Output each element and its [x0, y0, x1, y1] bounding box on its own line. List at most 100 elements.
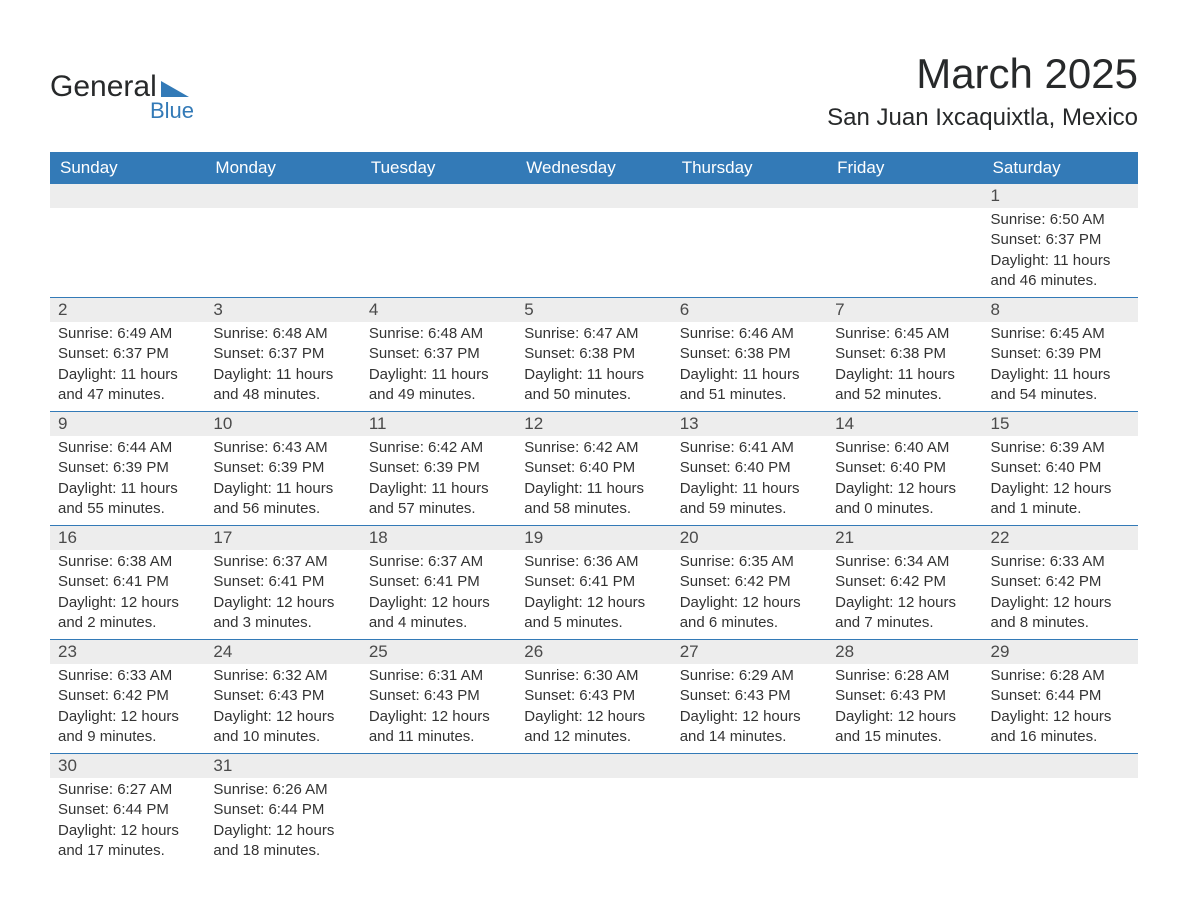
- day-cell: 2Sunrise: 6:49 AMSunset: 6:37 PMDaylight…: [50, 297, 205, 411]
- sunrise-line: Sunrise: 6:32 AM: [213, 666, 352, 686]
- daylight-line: Daylight: 11 hours and 46 minutes.: [991, 251, 1130, 292]
- logo: General Blue: [50, 50, 194, 124]
- sunrise-line: Sunrise: 6:33 AM: [991, 552, 1130, 572]
- day-data: Sunrise: 6:48 AMSunset: 6:37 PMDaylight:…: [205, 322, 360, 411]
- day-cell: 30Sunrise: 6:27 AMSunset: 6:44 PMDayligh…: [50, 753, 205, 867]
- day-data: Sunrise: 6:33 AMSunset: 6:42 PMDaylight:…: [50, 664, 205, 753]
- day-data: [205, 208, 360, 288]
- day-number: .: [827, 753, 982, 778]
- sunset-line: Sunset: 6:44 PM: [213, 800, 352, 820]
- sunrise-line: Sunrise: 6:45 AM: [835, 324, 974, 344]
- day-cell: 18Sunrise: 6:37 AMSunset: 6:41 PMDayligh…: [361, 525, 516, 639]
- day-number: 8: [983, 297, 1138, 322]
- sunset-line: Sunset: 6:43 PM: [524, 686, 663, 706]
- day-data: Sunrise: 6:46 AMSunset: 6:38 PMDaylight:…: [672, 322, 827, 411]
- sunrise-line: Sunrise: 6:28 AM: [835, 666, 974, 686]
- day-cell: .: [516, 753, 671, 867]
- sunset-line: Sunset: 6:43 PM: [369, 686, 508, 706]
- sunset-line: Sunset: 6:38 PM: [835, 344, 974, 364]
- day-data: Sunrise: 6:36 AMSunset: 6:41 PMDaylight:…: [516, 550, 671, 639]
- sunrise-line: Sunrise: 6:37 AM: [213, 552, 352, 572]
- daylight-line: Daylight: 12 hours and 17 minutes.: [58, 821, 197, 862]
- week-row: 16Sunrise: 6:38 AMSunset: 6:41 PMDayligh…: [50, 525, 1138, 639]
- daylight-line: Daylight: 11 hours and 54 minutes.: [991, 365, 1130, 406]
- day-data: Sunrise: 6:42 AMSunset: 6:39 PMDaylight:…: [361, 436, 516, 525]
- sunrise-line: Sunrise: 6:40 AM: [835, 438, 974, 458]
- day-data: Sunrise: 6:33 AMSunset: 6:42 PMDaylight:…: [983, 550, 1138, 639]
- sunset-line: Sunset: 6:42 PM: [991, 572, 1130, 592]
- daylight-line: Daylight: 12 hours and 6 minutes.: [680, 593, 819, 634]
- day-data: Sunrise: 6:45 AMSunset: 6:38 PMDaylight:…: [827, 322, 982, 411]
- sunset-line: Sunset: 6:44 PM: [991, 686, 1130, 706]
- day-number: 1: [983, 184, 1138, 208]
- daylight-line: Daylight: 12 hours and 15 minutes.: [835, 707, 974, 748]
- day-data: Sunrise: 6:50 AMSunset: 6:37 PMDaylight:…: [983, 208, 1138, 297]
- daylight-line: Daylight: 11 hours and 58 minutes.: [524, 479, 663, 520]
- sunset-line: Sunset: 6:38 PM: [680, 344, 819, 364]
- day-cell: 3Sunrise: 6:48 AMSunset: 6:37 PMDaylight…: [205, 297, 360, 411]
- day-data: [50, 208, 205, 288]
- sunrise-line: Sunrise: 6:48 AM: [213, 324, 352, 344]
- day-cell: 17Sunrise: 6:37 AMSunset: 6:41 PMDayligh…: [205, 525, 360, 639]
- day-number: 25: [361, 639, 516, 664]
- daylight-line: Daylight: 12 hours and 10 minutes.: [213, 707, 352, 748]
- day-cell: 12Sunrise: 6:42 AMSunset: 6:40 PMDayligh…: [516, 411, 671, 525]
- calendar-table: SundayMondayTuesdayWednesdayThursdayFrid…: [50, 152, 1138, 867]
- day-data: [361, 208, 516, 288]
- day-cell: 9Sunrise: 6:44 AMSunset: 6:39 PMDaylight…: [50, 411, 205, 525]
- day-data: [516, 778, 671, 858]
- daylight-line: Daylight: 12 hours and 4 minutes.: [369, 593, 508, 634]
- day-number: 9: [50, 411, 205, 436]
- daylight-line: Daylight: 12 hours and 18 minutes.: [213, 821, 352, 862]
- daylight-line: Daylight: 12 hours and 11 minutes.: [369, 707, 508, 748]
- sunrise-line: Sunrise: 6:30 AM: [524, 666, 663, 686]
- day-data: Sunrise: 6:37 AMSunset: 6:41 PMDaylight:…: [361, 550, 516, 639]
- sunrise-line: Sunrise: 6:47 AM: [524, 324, 663, 344]
- day-number: 4: [361, 297, 516, 322]
- day-cell: 29Sunrise: 6:28 AMSunset: 6:44 PMDayligh…: [983, 639, 1138, 753]
- sunrise-line: Sunrise: 6:34 AM: [835, 552, 974, 572]
- day-number: 22: [983, 525, 1138, 550]
- day-cell: 8Sunrise: 6:45 AMSunset: 6:39 PMDaylight…: [983, 297, 1138, 411]
- daylight-line: Daylight: 11 hours and 59 minutes.: [680, 479, 819, 520]
- day-data: Sunrise: 6:34 AMSunset: 6:42 PMDaylight:…: [827, 550, 982, 639]
- daylight-line: Daylight: 11 hours and 55 minutes.: [58, 479, 197, 520]
- daylight-line: Daylight: 11 hours and 56 minutes.: [213, 479, 352, 520]
- sunrise-line: Sunrise: 6:43 AM: [213, 438, 352, 458]
- daylight-line: Daylight: 12 hours and 16 minutes.: [991, 707, 1130, 748]
- day-data: Sunrise: 6:42 AMSunset: 6:40 PMDaylight:…: [516, 436, 671, 525]
- day-cell: 1Sunrise: 6:50 AMSunset: 6:37 PMDaylight…: [983, 184, 1138, 297]
- day-data: Sunrise: 6:37 AMSunset: 6:41 PMDaylight:…: [205, 550, 360, 639]
- day-number: 17: [205, 525, 360, 550]
- daylight-line: Daylight: 12 hours and 1 minute.: [991, 479, 1130, 520]
- sunrise-line: Sunrise: 6:46 AM: [680, 324, 819, 344]
- day-cell: .: [205, 184, 360, 297]
- daylight-line: Daylight: 11 hours and 57 minutes.: [369, 479, 508, 520]
- day-number: 13: [672, 411, 827, 436]
- day-number: 10: [205, 411, 360, 436]
- daylight-line: Daylight: 12 hours and 5 minutes.: [524, 593, 663, 634]
- sunrise-line: Sunrise: 6:29 AM: [680, 666, 819, 686]
- day-number: .: [50, 184, 205, 208]
- day-cell: .: [361, 753, 516, 867]
- sunrise-line: Sunrise: 6:38 AM: [58, 552, 197, 572]
- day-number: .: [672, 753, 827, 778]
- day-data: Sunrise: 6:32 AMSunset: 6:43 PMDaylight:…: [205, 664, 360, 753]
- day-number: 7: [827, 297, 982, 322]
- sunrise-line: Sunrise: 6:27 AM: [58, 780, 197, 800]
- day-data: Sunrise: 6:31 AMSunset: 6:43 PMDaylight:…: [361, 664, 516, 753]
- calendar-body: ......1Sunrise: 6:50 AMSunset: 6:37 PMDa…: [50, 184, 1138, 867]
- daylight-line: Daylight: 11 hours and 49 minutes.: [369, 365, 508, 406]
- day-cell: 5Sunrise: 6:47 AMSunset: 6:38 PMDaylight…: [516, 297, 671, 411]
- day-number: .: [827, 184, 982, 208]
- day-cell: .: [827, 184, 982, 297]
- day-header: Saturday: [983, 152, 1138, 184]
- day-number: 18: [361, 525, 516, 550]
- sunrise-line: Sunrise: 6:41 AM: [680, 438, 819, 458]
- day-data: Sunrise: 6:30 AMSunset: 6:43 PMDaylight:…: [516, 664, 671, 753]
- day-cell: .: [983, 753, 1138, 867]
- day-number: .: [983, 753, 1138, 778]
- day-number: 6: [672, 297, 827, 322]
- day-number: 28: [827, 639, 982, 664]
- day-data: Sunrise: 6:28 AMSunset: 6:44 PMDaylight:…: [983, 664, 1138, 753]
